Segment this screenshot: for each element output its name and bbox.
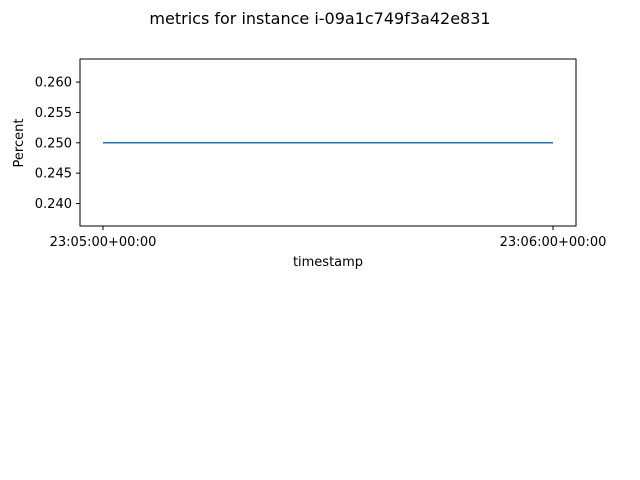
x-tick-label: 23:05:00+00:00 — [50, 235, 157, 250]
y-tick-label: 0.255 — [35, 106, 72, 121]
y-tick-label: 0.250 — [35, 136, 72, 151]
y-tick-label: 0.245 — [35, 167, 72, 182]
y-tick-label: 0.260 — [35, 76, 72, 91]
chart-title: metrics for instance i-09a1c749f3a42e831 — [149, 9, 490, 28]
x-axis: 23:05:00+00:00 23:06:00+00:00 — [50, 226, 607, 250]
y-axis: 0.240 0.245 0.250 0.255 0.260 — [35, 76, 80, 212]
y-axis-label: Percent — [12, 119, 27, 168]
x-axis-label: timestamp — [293, 255, 363, 270]
x-tick-label: 23:06:00+00:00 — [500, 235, 607, 250]
plot-area — [79, 58, 577, 227]
y-tick-label: 0.240 — [35, 197, 72, 212]
